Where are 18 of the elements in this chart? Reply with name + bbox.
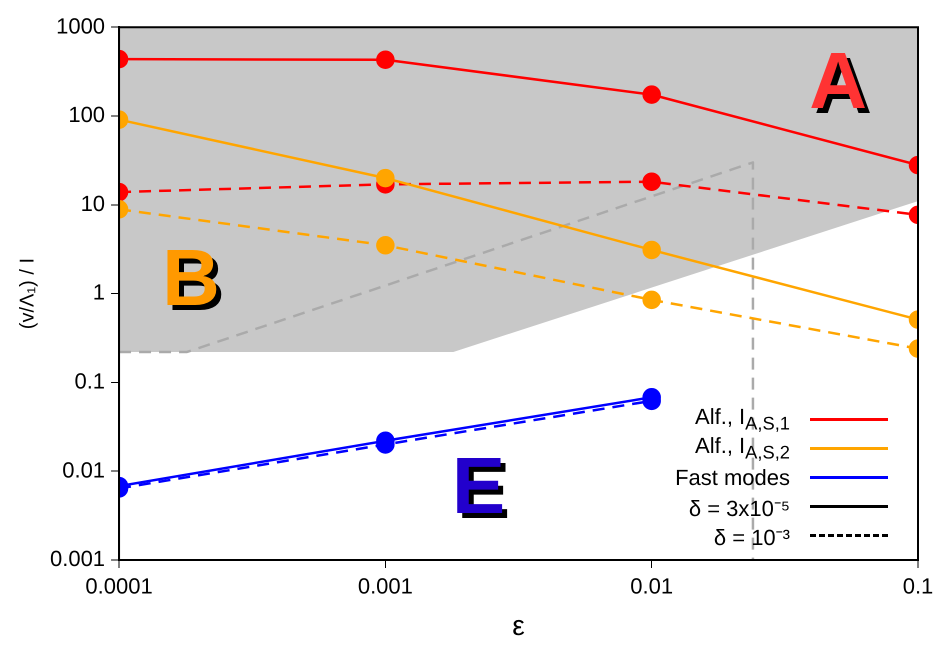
x-axis-title: ε	[512, 610, 525, 641]
legend-label: Fast modes	[675, 464, 790, 490]
y-tick-label: 1000	[56, 13, 106, 38]
legend-label: Alf., I$_{A,S,1}$	[695, 404, 790, 435]
y-tick-label: 0.01	[62, 457, 106, 482]
legend-label: δ = 3x10⁻⁵	[688, 494, 790, 522]
legend-label: Alf., I$_{A,S,2}$	[695, 433, 790, 464]
y-tick-label: 100	[68, 102, 106, 128]
x-tick-label: 0.0001	[85, 573, 153, 598]
x-tick-label: 0.1	[902, 573, 934, 598]
y-tick-label: 1	[92, 280, 106, 305]
x-tick-label: 0.01	[630, 573, 674, 598]
y-axis-title: (v/Λ₁) / I	[16, 258, 39, 330]
y-tick-label: 10	[80, 190, 106, 216]
y-tick-label: 0.001	[50, 546, 106, 572]
y-tick-label: 0.1	[74, 368, 106, 394]
legend-label: δ = 10⁻³	[714, 524, 790, 550]
x-tick-label: 0.001	[358, 573, 413, 598]
